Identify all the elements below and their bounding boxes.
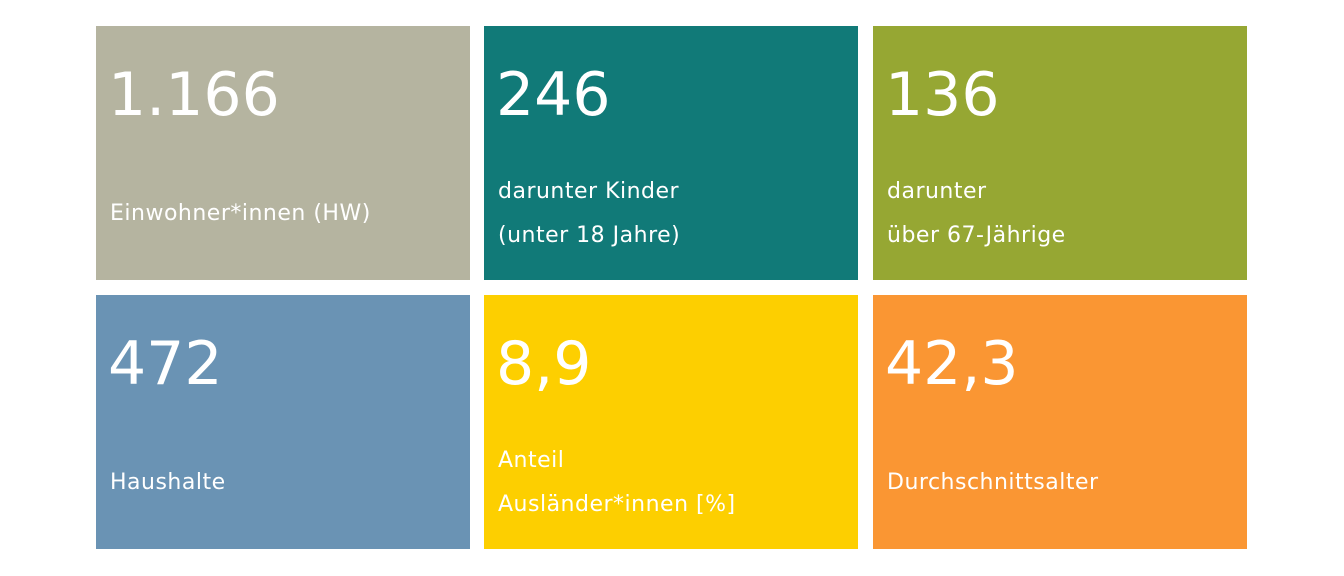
kpi-value: 1.166 [108,60,280,130]
kpi-label: darunter über 67-Jährige [887,170,1066,258]
kpi-value: 246 [496,60,611,130]
label-line: Ausländer*innen [%] [498,492,736,517]
kpi-tile: 246 darunter Kinder (unter 18 Jahre) [484,26,858,280]
kpi-value: 42,3 [885,329,1019,399]
kpi-value: 8,9 [496,329,592,399]
kpi-label: Durchschnittsalter [887,461,1099,505]
label-line: Durchschnittsalter [887,470,1099,495]
label-line: Haushalte [110,470,226,495]
label-line: darunter [887,179,987,204]
label-line: über 67-Jährige [887,223,1066,248]
kpi-label: Anteil Ausländer*innen [%] [498,439,736,527]
kpi-tile: 8,9 Anteil Ausländer*innen [%] [484,295,858,549]
kpi-tile: 136 darunter über 67-Jährige [873,26,1247,280]
kpi-label: Haushalte [110,461,226,505]
label-line: (unter 18 Jahre) [498,223,681,248]
label-line: Anteil [498,448,565,473]
kpi-tile: 1.166 Einwohner*innen (HW) [96,26,470,280]
kpi-value: 136 [885,60,1000,130]
kpi-tile: 42,3 Durchschnittsalter [873,295,1247,549]
kpi-tile: 472 Haushalte [96,295,470,549]
label-line: Einwohner*innen (HW) [110,201,371,226]
kpi-label: darunter Kinder (unter 18 Jahre) [498,170,680,258]
kpi-label: Einwohner*innen (HW) [110,192,371,236]
kpi-value: 472 [108,329,223,399]
label-line: darunter Kinder [498,179,680,204]
